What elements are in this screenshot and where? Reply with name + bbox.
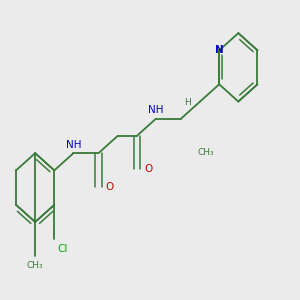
Text: O: O xyxy=(144,164,152,175)
Text: Cl: Cl xyxy=(57,244,68,254)
Text: NH: NH xyxy=(66,140,81,149)
Text: CH₃: CH₃ xyxy=(27,261,44,270)
Text: H: H xyxy=(184,98,190,107)
Text: N: N xyxy=(215,45,224,55)
Text: O: O xyxy=(106,182,114,192)
Text: CH₃: CH₃ xyxy=(197,148,214,157)
Text: NH: NH xyxy=(148,105,164,115)
